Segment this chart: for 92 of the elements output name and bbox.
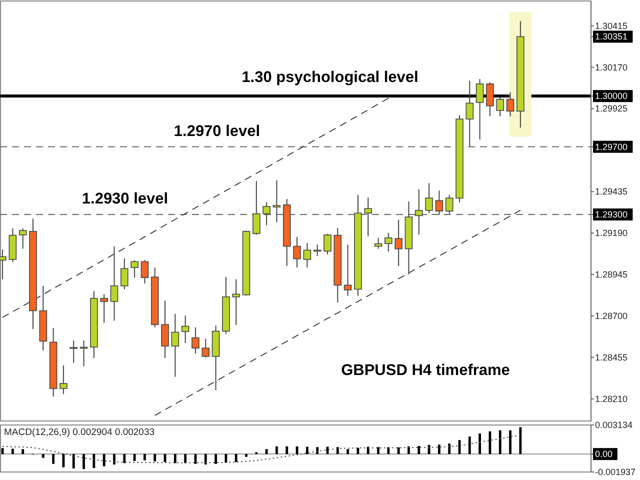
candlestick xyxy=(293,236,301,268)
bar xyxy=(234,454,238,462)
candlestick xyxy=(394,219,402,267)
candlestick xyxy=(262,202,270,226)
annotation: GBPUSD H4 timeframe xyxy=(341,362,510,379)
candlestick xyxy=(414,188,423,236)
ref-line-label: 1.2930 level xyxy=(82,190,168,208)
candlestick xyxy=(364,197,372,237)
bar xyxy=(519,427,522,454)
bar xyxy=(82,454,85,470)
candlestick xyxy=(445,194,454,214)
ref-line-label: 1.30 psychological level xyxy=(242,69,418,86)
candlestick xyxy=(130,260,138,278)
candlestick xyxy=(140,260,149,284)
candlestick xyxy=(466,80,474,147)
bar xyxy=(154,454,156,462)
candlestick xyxy=(303,242,312,268)
bar xyxy=(214,454,217,464)
bar xyxy=(204,454,207,465)
y-tick-label: 1.30170 xyxy=(595,62,628,72)
candlestick xyxy=(425,182,433,214)
y-tick-label: 1.30000 xyxy=(595,91,628,102)
bar xyxy=(72,454,75,468)
bar xyxy=(438,444,440,454)
ref-line-label: 1.2970 level xyxy=(174,122,260,140)
candlestick xyxy=(324,233,332,255)
bar xyxy=(346,449,349,454)
y-tick-label: 1.29300 xyxy=(595,209,628,220)
bar xyxy=(276,446,278,454)
candlestick xyxy=(496,96,504,117)
y-tick-label: 1.29435 xyxy=(595,186,628,197)
bar xyxy=(498,430,502,454)
bar xyxy=(245,454,248,457)
bar xyxy=(468,436,471,454)
bar xyxy=(174,454,176,464)
bar xyxy=(113,454,116,465)
bar xyxy=(52,454,55,464)
bar xyxy=(316,447,319,454)
bar xyxy=(509,430,512,454)
bar xyxy=(448,444,451,454)
y-tick-label: 1.28945 xyxy=(595,270,628,280)
candlestick xyxy=(18,228,27,250)
bar xyxy=(286,446,288,454)
bar xyxy=(123,454,126,464)
bar xyxy=(102,454,106,466)
candlestick xyxy=(60,364,68,395)
candlestick xyxy=(100,294,108,324)
candlestick xyxy=(252,180,260,236)
y-tick-label: 1.29700 xyxy=(595,142,628,152)
candlestick xyxy=(192,326,200,354)
candlestick xyxy=(232,278,240,326)
candlestick xyxy=(272,180,281,223)
bar xyxy=(366,446,370,454)
bar xyxy=(22,449,24,454)
candlestick xyxy=(202,338,210,358)
candlestick xyxy=(506,92,514,117)
candlestick xyxy=(70,340,78,364)
chart-title: MACD(12,26,9) 0.002904 0.002033 xyxy=(4,427,155,438)
bar xyxy=(224,454,228,463)
y-tick-label: 1.30415 xyxy=(595,20,628,31)
bar xyxy=(42,454,44,458)
y-tick-label: 0.003134 xyxy=(595,420,633,430)
bar xyxy=(265,449,268,454)
candlestick xyxy=(171,313,180,378)
bar xyxy=(144,454,146,460)
y-tick-label: 1.28455 xyxy=(595,352,628,362)
candlestick xyxy=(486,82,494,117)
candlestick xyxy=(435,190,444,216)
bar xyxy=(418,446,420,454)
bar xyxy=(11,448,14,454)
bar xyxy=(397,447,400,454)
candlestick xyxy=(344,244,352,296)
y-tick-label: 1.30351 xyxy=(595,32,628,42)
bar xyxy=(387,447,390,454)
bar xyxy=(478,433,482,454)
candlestick xyxy=(120,258,128,290)
bar xyxy=(408,446,410,454)
y-tick-label: 1.29925 xyxy=(595,104,628,114)
bar xyxy=(92,454,96,468)
bar xyxy=(377,447,380,454)
y-tick-label: -0.001937 xyxy=(595,467,636,477)
candlestick xyxy=(181,315,190,344)
candlestick xyxy=(161,300,169,359)
bar xyxy=(336,447,339,454)
candlestick xyxy=(476,78,484,140)
bar xyxy=(306,446,308,454)
candlestick xyxy=(384,232,392,252)
y-tick-label: 1.28700 xyxy=(595,310,628,321)
bar xyxy=(184,454,187,464)
y-tick-label: 1.29190 xyxy=(595,228,628,238)
y-tick-label: 1.28210 xyxy=(595,394,628,404)
y-tick-label: 0.00 xyxy=(595,449,613,460)
